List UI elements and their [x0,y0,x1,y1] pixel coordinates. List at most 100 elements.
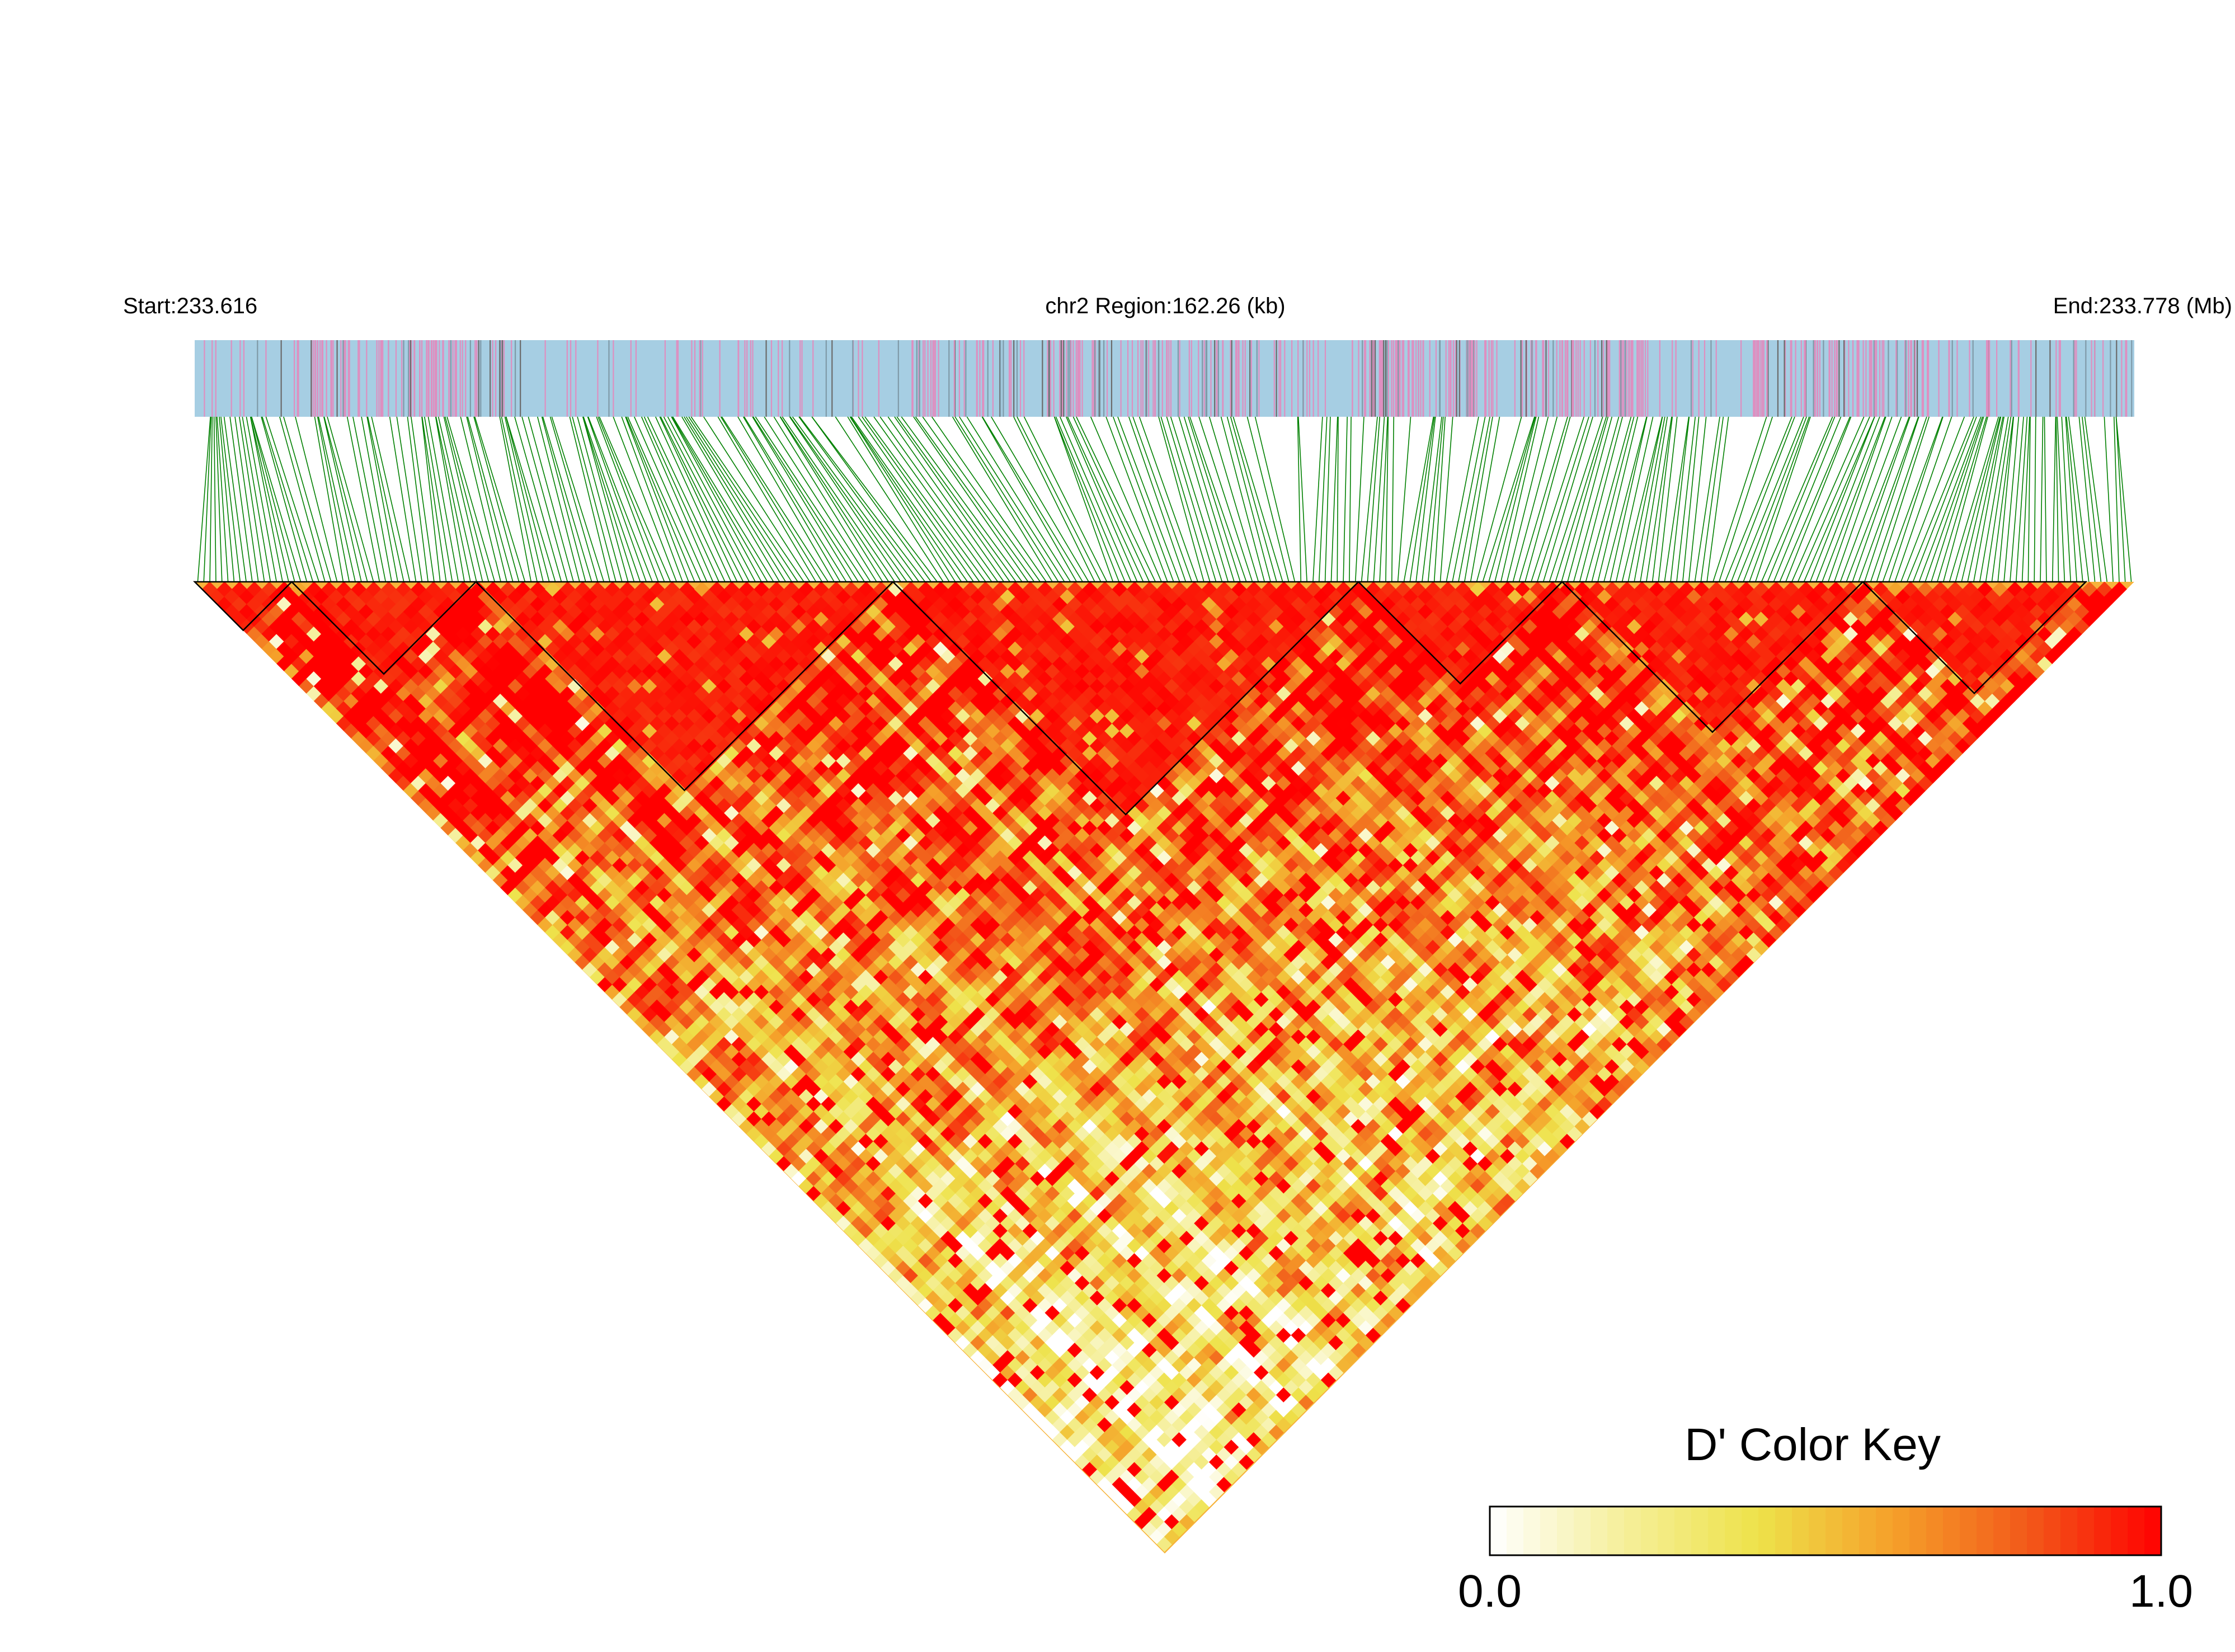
ld-cell [515,895,531,911]
ld-cell [955,1335,971,1351]
ld-cell [388,738,404,754]
snp-connector [1297,416,1307,582]
ld-cell [858,1223,874,1239]
ld-cell [388,768,404,784]
ld-cell [336,641,352,657]
ld-cell [731,1051,747,1067]
snp-connector [1876,416,1930,582]
ld-cell [299,633,314,649]
ld-cell [769,1133,785,1150]
ld-cell [299,604,314,620]
snp-connector [219,416,235,582]
snp-connector [1158,416,1204,582]
snp-connector [1719,416,1773,582]
ld-cell [380,760,397,776]
snp-connector [1712,416,1767,582]
snp-connector [858,416,974,582]
snp-connector [1833,416,1893,582]
ld-cell [776,1156,792,1172]
snp-connector [528,416,574,582]
ld-cell [1149,1514,1165,1530]
ld-cell [1074,1424,1090,1441]
snp-connector [954,416,1059,582]
snp-connector [1132,416,1193,582]
snp-connector [659,416,738,582]
ld-cell [865,1170,882,1187]
snp-connector [229,416,253,582]
ld-cell [396,716,412,732]
ld-cell [1127,1447,1143,1463]
snp-connector [213,416,217,582]
ld-cell [470,820,486,836]
ld-cell [418,753,434,769]
ld-cell [306,656,322,672]
ld-cell [388,648,404,665]
ld-cell [1037,1387,1053,1403]
ld-cell [523,798,538,813]
snp-connector [209,416,213,582]
ld-cell [299,619,314,634]
ld-cell [344,708,359,724]
ld-cell [604,910,620,925]
ld-cell [590,954,606,970]
ld-cell [284,648,300,665]
snp-connector [879,416,999,582]
snp-connector [435,416,471,582]
ld-cell [1082,1402,1098,1418]
snp-connector [1706,416,1729,582]
snp-connector [2115,416,2132,582]
snp-connector [389,416,417,582]
ld-cell [686,1022,703,1038]
snp-connector [1888,416,1944,582]
snp-connector [1512,416,1558,582]
ld-cell [515,805,531,821]
ld-cell [597,977,613,993]
ld-cell [731,1081,747,1097]
ld-cell [649,984,665,1000]
ld-cell [545,820,561,836]
ld-cell [1149,1454,1165,1470]
ld-cell [724,1014,740,1030]
ld-cell [679,984,695,1000]
ld-cell [559,910,576,925]
ld-cell [724,1058,740,1075]
snp-connector [959,416,1065,582]
snp-connector [1324,416,1331,582]
snp-connector [1942,416,1988,582]
ld-cell [306,626,322,642]
ld-cell [955,1260,971,1276]
ld-cell [276,626,292,642]
ld-cell [328,663,345,679]
ld-cell [1149,1439,1165,1455]
ld-cell [679,1044,695,1060]
ld-cell [418,693,434,709]
snp-connector [261,416,308,582]
ld-cell [1000,1380,1016,1396]
ld-cell [478,827,493,844]
snp-connector [1023,416,1108,582]
ld-cell [769,1103,785,1119]
ld-cell [865,1156,882,1172]
ld-cell [813,1193,830,1209]
snp-connector [1743,416,1807,582]
snp-connector [1076,416,1156,582]
ld-cell [306,671,322,687]
ld-cell [642,947,658,963]
ld-cell [418,678,434,694]
snp-connector [318,416,356,582]
ld-cell [380,700,397,717]
snp-connector [1403,416,1434,582]
ld-cell [388,663,404,679]
snp-connector [931,416,1047,582]
ld-cell [769,1074,785,1090]
ld-cell [523,902,538,918]
ld-cell [992,1357,1009,1373]
snp-connector [2010,416,2024,582]
snp-connector [752,416,859,582]
ld-cell [1119,1424,1135,1441]
ld-cell [1037,1312,1053,1329]
ld-cell [559,865,576,881]
snp-connector [643,416,719,582]
ld-cell [388,723,404,739]
ld-cell [955,1290,971,1306]
